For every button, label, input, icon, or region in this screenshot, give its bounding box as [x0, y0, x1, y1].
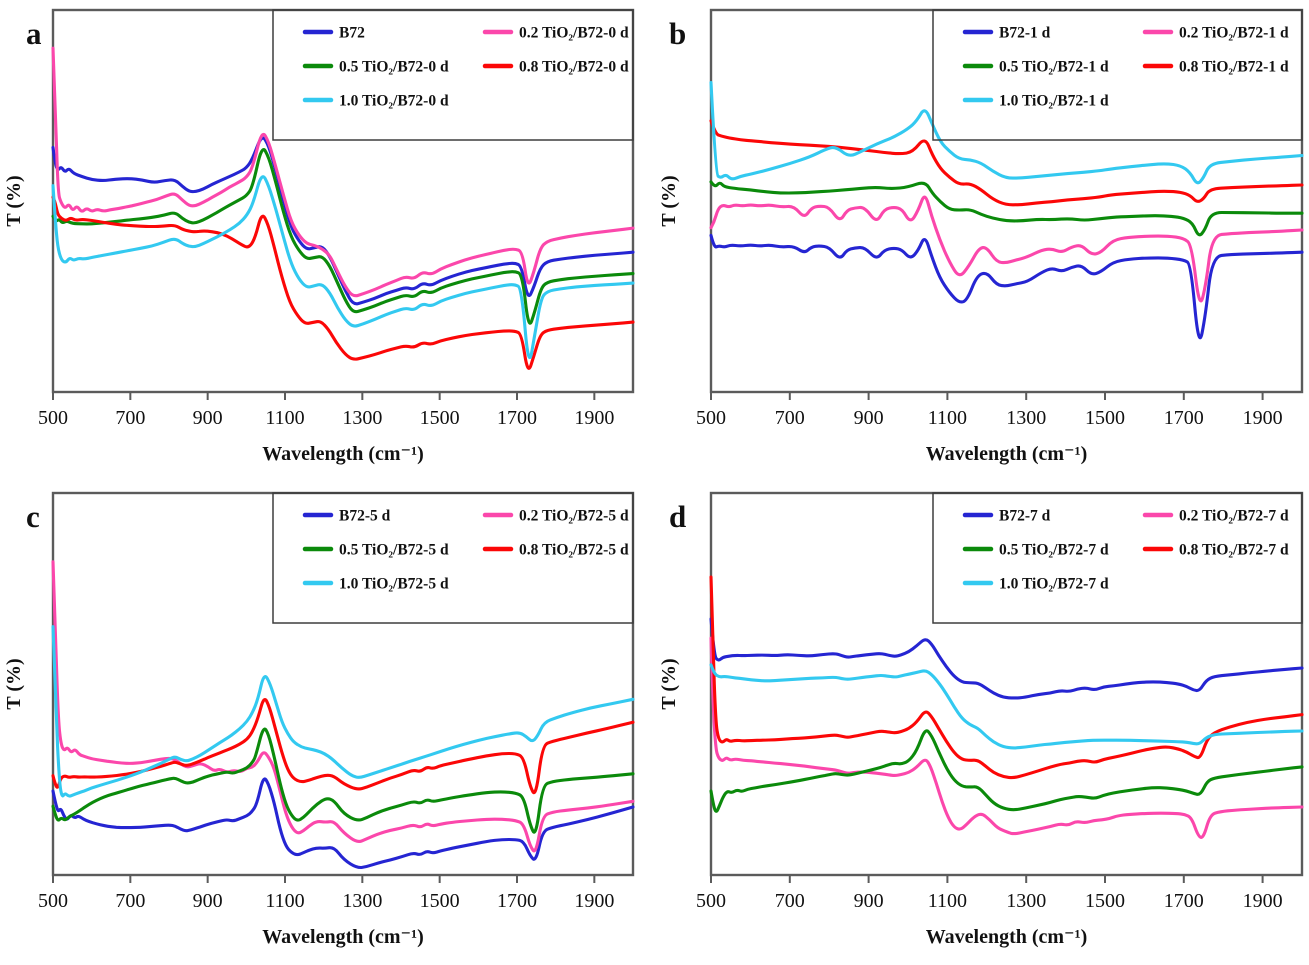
x-tick-label: 1100	[928, 407, 967, 429]
x-tick-label: 500	[38, 407, 68, 429]
y-axis-title: T (%)	[658, 175, 680, 226]
panel-a-chart: 500 700 900 1100 1300 1500 1700 1900 Wavelength …	[3, 8, 635, 465]
spectrum-curve-green	[709, 180, 1304, 237]
x-tick-label: 1500	[1085, 407, 1125, 429]
x-tick-label: 900	[193, 890, 223, 912]
x-tick-label: 500	[38, 890, 68, 912]
legend-label: 0.5 TiO₂/B72-7 d	[999, 542, 1109, 559]
x-tick-label: 700	[115, 407, 145, 429]
legend-label: 0.8 TiO₂/B72-5 d	[519, 542, 629, 559]
y-axis-title: T (%)	[658, 658, 680, 709]
x-tick-label: 700	[115, 890, 145, 912]
spectrum-curve-red	[709, 119, 1304, 207]
legend-label: 1.0 TiO₂/B72-7 d	[999, 576, 1109, 593]
spectrum-curve-cyan	[709, 81, 1304, 185]
x-axis-title: Wavelength (cm⁻¹)	[262, 443, 424, 465]
spectrum-curve-red	[51, 195, 635, 370]
legend-label: 1.0 TiO₂/B72-1 d	[999, 93, 1109, 110]
panel-letter: a	[26, 16, 42, 51]
panel-d-chart: 500 700 900 1100 1300 1500 1700 1900 Wavelength …	[658, 491, 1304, 948]
spectrum-curve-cyan	[709, 663, 1304, 750]
x-tick-label: 1100	[265, 407, 304, 429]
x-tick-label: 1300	[1006, 407, 1046, 429]
y-axis-title: T (%)	[3, 175, 25, 226]
spectrum-curve-pink	[51, 560, 635, 853]
legend-label: 0.5 TiO₂/B72-5 d	[339, 542, 449, 559]
legend-label: 0.8 TiO₂/B72-0 d	[519, 59, 629, 76]
x-tick-label: 1300	[1006, 890, 1046, 912]
legend-label: B72-1 d	[999, 25, 1051, 42]
x-tick-label: 1700	[1164, 407, 1204, 429]
spectrum-curve-green	[709, 729, 1304, 813]
spectrum-curve-cyan	[51, 175, 635, 359]
x-tick-label: 500	[696, 890, 726, 912]
legend-label: 1.0 TiO₂/B72-0 d	[339, 93, 449, 110]
legend-label: 0.8 TiO₂/B72-7 d	[1179, 542, 1289, 559]
spectrum-curve-blue	[709, 233, 1304, 340]
panel-letter: d	[669, 499, 686, 534]
spectrum-curve-blue	[709, 617, 1304, 700]
y-axis-title: T (%)	[3, 658, 25, 709]
legend-box	[272, 492, 634, 624]
legend-label: 0.2 TiO₂/B72-7 d	[1179, 508, 1289, 525]
x-tick-label: 1900	[574, 407, 614, 429]
x-tick-label: 700	[775, 407, 805, 429]
spectrum-curve-cyan	[51, 625, 635, 798]
x-tick-label: 1900	[574, 890, 614, 912]
spectrum-curve-blue	[51, 136, 635, 306]
spectrum-curve-green	[51, 148, 635, 325]
x-tick-label: 1900	[1243, 890, 1283, 912]
x-tick-label: 500	[696, 407, 726, 429]
x-tick-label: 1700	[1164, 890, 1204, 912]
panel-c-chart: 500 700 900 1100 1300 1500 1700 1900 Wavelength …	[3, 491, 635, 948]
panel-letter: b	[669, 16, 686, 51]
x-tick-label: 900	[854, 890, 884, 912]
legend-label: B72	[339, 25, 365, 42]
panel-letter: c	[26, 499, 40, 534]
x-tick-label: 700	[775, 890, 805, 912]
spectrum-curve-pink	[51, 46, 635, 298]
x-axis-title: Wavelength (cm⁻¹)	[926, 443, 1088, 465]
x-tick-label: 1700	[497, 407, 537, 429]
x-tick-label: 1500	[420, 890, 460, 912]
legend-box	[932, 492, 1303, 624]
legend-label: B72-5 d	[339, 508, 391, 525]
legend-label: 0.5 TiO₂/B72-0 d	[339, 59, 449, 76]
spectrum-curve-pink	[709, 195, 1304, 303]
x-tick-label: 900	[854, 407, 884, 429]
spectrum-curve-blue	[51, 777, 635, 870]
x-tick-label: 900	[193, 407, 223, 429]
legend-label: 0.5 TiO₂/B72-1 d	[999, 59, 1109, 76]
legend-label: 1.0 TiO₂/B72-5 d	[339, 576, 449, 593]
x-tick-label: 1700	[497, 890, 537, 912]
panel-a: 500 700 900 1100 1300 1500 1700 1900 Wavelength …	[0, 0, 654, 482]
spectrum-curve-green	[51, 727, 635, 834]
x-axis-title: Wavelength (cm⁻¹)	[926, 926, 1088, 948]
legend-label: 0.2 TiO₂/B72-5 d	[519, 508, 629, 525]
spectrum-curve-pink	[709, 636, 1304, 839]
panel-b: 500 700 900 1100 1300 1500 1700 1900 Wavelength …	[655, 0, 1309, 482]
legend-box	[272, 9, 634, 141]
legend-label: 0.2 TiO₂/B72-0 d	[519, 25, 629, 42]
x-tick-label: 1300	[342, 407, 382, 429]
panel-d: 500 700 900 1100 1300 1500 1700 1900 Wavelength …	[655, 483, 1309, 965]
x-tick-label: 1300	[342, 890, 382, 912]
legend-label: 0.2 TiO₂/B72-1 d	[1179, 25, 1289, 42]
x-tick-label: 1500	[1085, 890, 1125, 912]
x-axis-title: Wavelength (cm⁻¹)	[262, 926, 424, 948]
legend-label: B72-7 d	[999, 508, 1051, 525]
legend-label: 0.8 TiO₂/B72-1 d	[1179, 59, 1289, 76]
x-tick-label: 1500	[420, 407, 460, 429]
legend-box	[932, 9, 1303, 141]
x-tick-label: 1100	[928, 890, 967, 912]
x-tick-label: 1900	[1243, 407, 1283, 429]
spectrum-curve-red	[51, 698, 635, 795]
panel-c: 500 700 900 1100 1300 1500 1700 1900 Wavelength …	[0, 483, 654, 965]
spectrum-curve-red	[709, 575, 1304, 780]
panel-b-chart: 500 700 900 1100 1300 1500 1700 1900 Wavelength …	[658, 8, 1304, 465]
x-tick-label: 1100	[265, 890, 304, 912]
